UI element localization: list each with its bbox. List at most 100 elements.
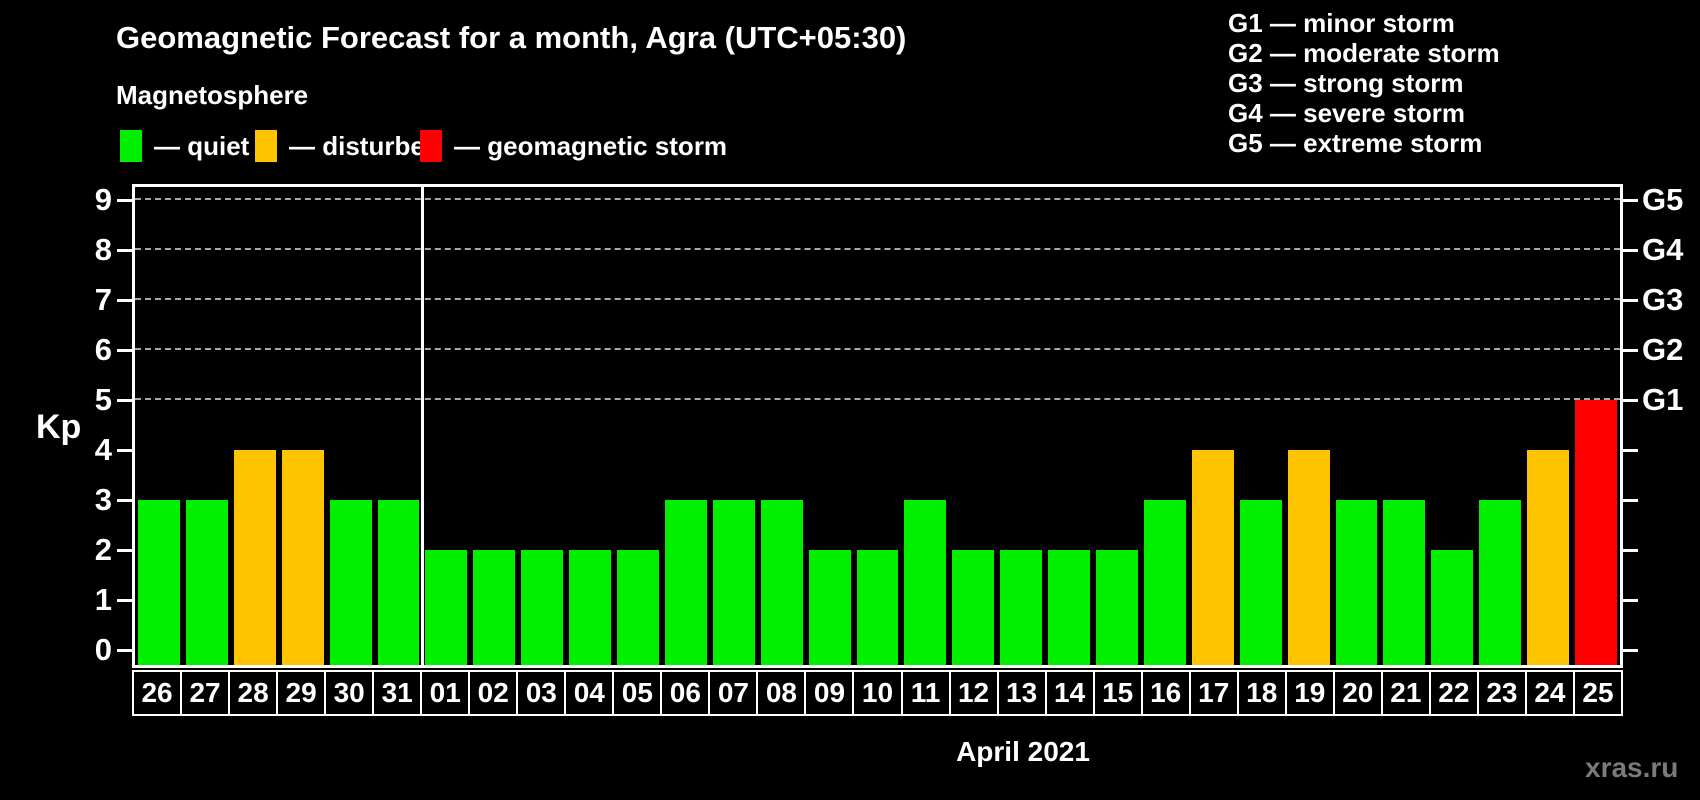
day-cell-28: 28: [228, 670, 279, 716]
bar-day-27: [185, 500, 228, 665]
day-cell-22: 22: [1428, 670, 1479, 716]
bar-day-19: [1287, 450, 1330, 665]
day-cell-21: 21: [1380, 670, 1431, 716]
legend-swatch-quiet: [120, 130, 142, 162]
y-tick-label-7: 7: [94, 282, 112, 317]
gridline-kp9: [135, 198, 1620, 200]
y-tick-label-3: 3: [94, 482, 112, 517]
right-tick-kp1: [1623, 598, 1638, 602]
day-cell-25: 25: [1572, 670, 1623, 716]
bar-day-02: [473, 550, 516, 665]
legend-swatch-storm: [420, 130, 442, 162]
left-tick-kp8: [117, 248, 132, 252]
plot-area: [132, 184, 1623, 668]
g-legend-line-5: G5 — extreme storm: [1228, 128, 1483, 158]
left-tick-kp5: [117, 398, 132, 402]
g-legend-line-2: G2 — moderate storm: [1228, 38, 1500, 68]
bar-day-09: [808, 550, 851, 665]
day-cell-06: 06: [660, 670, 711, 716]
y-tick-label-0: 0: [94, 632, 112, 667]
day-cell-02: 02: [468, 670, 519, 716]
day-cell-18: 18: [1236, 670, 1287, 716]
day-cell-30: 30: [324, 670, 375, 716]
y-tick-label-4: 4: [94, 432, 112, 467]
bar-day-24: [1527, 450, 1570, 665]
g-axis-label-G1: G1: [1642, 382, 1684, 417]
day-cell-10: 10: [852, 670, 903, 716]
legend-item-storm: — geomagnetic storm: [420, 128, 727, 164]
left-tick-kp1: [117, 598, 132, 602]
day-cell-08: 08: [756, 670, 807, 716]
left-tick-kp2: [117, 548, 132, 552]
day-cell-17: 17: [1188, 670, 1239, 716]
legend-item-disturbed: — disturbed: [255, 128, 441, 164]
bar-day-26: [138, 500, 180, 665]
day-cell-26: 26: [132, 670, 183, 716]
bar-day-04: [569, 550, 612, 665]
bar-day-11: [904, 500, 947, 665]
left-tick-kp6: [117, 348, 132, 352]
day-cell-15: 15: [1092, 670, 1143, 716]
kp-axis-title: Kp: [36, 408, 82, 446]
right-tick-kp5: [1623, 398, 1638, 402]
gridline-kp8: [135, 248, 1620, 250]
bar-day-13: [1000, 550, 1043, 665]
g-scale-legend: G1 — minor storm G2 — moderate storm G3 — …: [1228, 8, 1500, 158]
gridline-kp5: [135, 398, 1620, 400]
legend-label-quiet: — quiet: [154, 130, 250, 161]
g-legend-line-4: G4 — severe storm: [1228, 98, 1466, 128]
left-tick-kp7: [117, 298, 132, 302]
bar-day-20: [1335, 500, 1378, 665]
day-cell-24: 24: [1524, 670, 1575, 716]
bar-day-16: [1143, 500, 1186, 665]
y-tick-label-9: 9: [94, 182, 112, 217]
g-axis-label-G4: G4: [1642, 232, 1684, 267]
bar-day-21: [1383, 500, 1426, 665]
right-tick-kp8: [1623, 248, 1638, 252]
y-tick-label-8: 8: [94, 232, 112, 267]
day-cell-31: 31: [372, 670, 423, 716]
legend-swatch-disturbed: [255, 130, 277, 162]
day-cell-04: 04: [564, 670, 615, 716]
g-axis-label-G2: G2: [1642, 332, 1684, 367]
legend-label-storm: — geomagnetic storm: [454, 130, 728, 161]
month-label: April 2021: [956, 736, 1090, 767]
magnetosphere-label: Magnetosphere: [116, 80, 309, 110]
day-cell-09: 09: [804, 670, 855, 716]
gridline-kp6: [135, 348, 1620, 350]
legend-label-disturbed: — disturbed: [289, 130, 441, 161]
bar-day-07: [712, 500, 755, 665]
day-cell-16: 16: [1140, 670, 1191, 716]
left-tick-kp4: [117, 448, 132, 452]
bar-day-18: [1239, 500, 1282, 665]
right-tick-kp6: [1623, 348, 1638, 352]
chart-title: Geomagnetic Forecast for a month, Agra (…: [116, 20, 907, 55]
day-cell-11: 11: [900, 670, 951, 716]
right-tick-kp9: [1623, 198, 1638, 202]
bar-day-03: [521, 550, 564, 665]
bar-day-01: [425, 550, 468, 665]
bar-day-22: [1431, 550, 1474, 665]
day-cell-13: 13: [996, 670, 1047, 716]
g-legend-line-3: G3 — strong storm: [1228, 68, 1464, 98]
bar-day-30: [329, 500, 372, 665]
bar-day-14: [1048, 550, 1091, 665]
y-tick-label-5: 5: [94, 382, 112, 417]
bar-day-25: [1575, 400, 1617, 665]
right-tick-kp0: [1623, 648, 1638, 652]
right-tick-kp7: [1623, 298, 1638, 302]
kp-status-legend: — quiet — disturbed — geomagnetic storm: [0, 128, 1100, 164]
gridline-kp7: [135, 298, 1620, 300]
month-separator-line: [420, 187, 424, 665]
bar-day-17: [1191, 450, 1234, 665]
day-cell-14: 14: [1044, 670, 1095, 716]
right-tick-kp2: [1623, 548, 1638, 552]
g-legend-line-1: G1 — minor storm: [1228, 8, 1455, 38]
right-tick-kp3: [1623, 498, 1638, 502]
day-cell-19: 19: [1284, 670, 1335, 716]
day-cell-05: 05: [612, 670, 663, 716]
bar-day-10: [856, 550, 899, 665]
left-tick-kp3: [117, 498, 132, 502]
day-labels-row: 26 27 28 29 30 31 01 02 03 04 05 06 07 08 09 10 11 12 13 14…: [132, 670, 1623, 716]
day-cell-01: 01: [420, 670, 471, 716]
